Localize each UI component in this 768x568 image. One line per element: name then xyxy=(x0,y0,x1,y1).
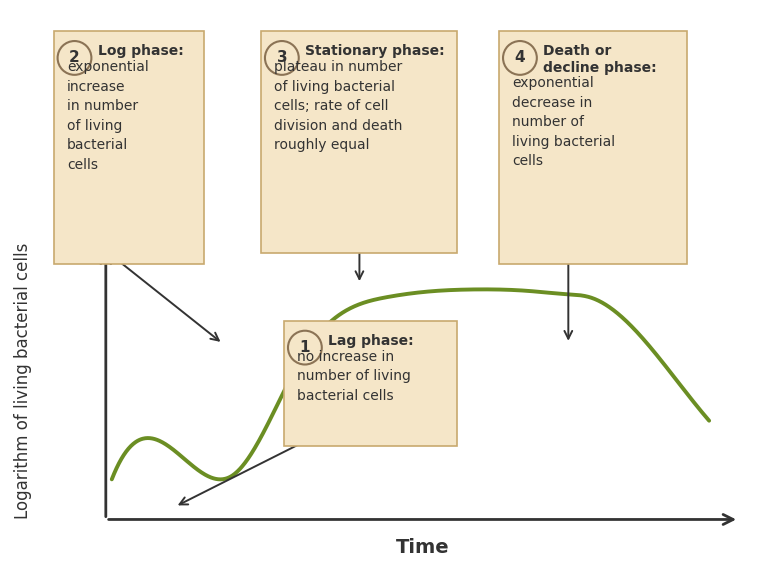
Text: exponential
decrease in
number of
living bacterial
cells: exponential decrease in number of living… xyxy=(512,76,615,168)
Text: Lag phase:: Lag phase: xyxy=(328,334,413,348)
Text: 3: 3 xyxy=(276,51,287,65)
Text: plateau in number
of living bacterial
cells; rate of cell
division and death
rou: plateau in number of living bacterial ce… xyxy=(274,60,402,152)
Text: Stationary phase:: Stationary phase: xyxy=(305,44,445,59)
Text: 1: 1 xyxy=(300,340,310,355)
Text: 4: 4 xyxy=(515,51,525,65)
Text: 2: 2 xyxy=(69,51,80,65)
Text: no increase in
number of living
bacterial cells: no increase in number of living bacteria… xyxy=(297,350,411,403)
Text: exponential
increase
in number
of living
bacterial
cells: exponential increase in number of living… xyxy=(67,60,148,172)
Text: Logarithm of living bacterial cells: Logarithm of living bacterial cells xyxy=(14,243,32,519)
Text: Log phase:: Log phase: xyxy=(98,44,184,59)
Text: Death or
decline phase:: Death or decline phase: xyxy=(543,44,657,74)
Text: Time: Time xyxy=(396,538,449,557)
